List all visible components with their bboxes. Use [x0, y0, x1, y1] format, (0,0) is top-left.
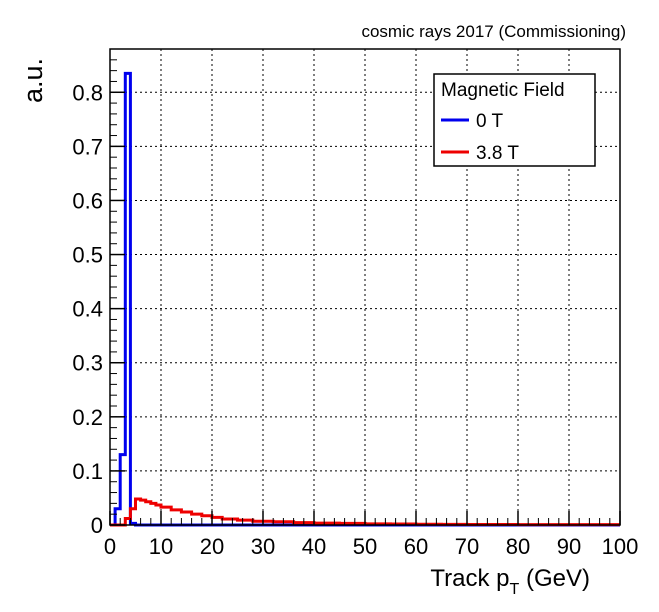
y-tick-label: 0.3 [72, 351, 103, 376]
x-tick-label: 70 [455, 534, 479, 559]
x-axis-title-unit: (GeV) [526, 565, 590, 592]
y-axis-title: a.u. [18, 58, 48, 103]
y-tick-label: 0.2 [72, 405, 103, 430]
y-tick-label: 0.6 [72, 188, 103, 213]
x-tick-label: 30 [251, 534, 275, 559]
chart-subtitle: cosmic rays 2017 (Commissioning) [361, 22, 626, 41]
y-tick-label: 0.8 [72, 80, 103, 105]
series-0t-histogram [110, 71, 620, 527]
x-tick-label: 20 [200, 534, 224, 559]
x-tick-label: 80 [506, 534, 530, 559]
x-axis-title-unit-space [519, 565, 526, 592]
x-tick-label: 10 [149, 534, 173, 559]
x-tick-label: 40 [302, 534, 326, 559]
legend-label-0t: 0 T [476, 111, 504, 132]
x-axis-title-subscript: T [510, 581, 520, 598]
y-tick-label: 0.4 [72, 297, 103, 322]
x-tick-label: 0 [104, 534, 116, 559]
x-tick-label: 90 [557, 534, 581, 559]
x-tick-label: 100 [602, 534, 639, 559]
x-tick-label: 60 [404, 534, 428, 559]
x-axis: 0 10 20 30 40 50 60 70 80 90 100 [104, 511, 638, 559]
y-tick-label: 0 [91, 513, 103, 538]
legend: Magnetic Field 0 T 3.8 T [433, 73, 596, 167]
legend-title: Magnetic Field [441, 80, 565, 101]
y-tick-label: 0.5 [72, 243, 103, 268]
y-axis: 0 0.1 0.2 0.3 0.4 0.5 0.6 0.7 0.8 [72, 59, 125, 538]
x-tick-label: 50 [353, 534, 377, 559]
y-tick-label: 0.7 [72, 134, 103, 159]
y-tick-label: 0.1 [72, 459, 103, 484]
legend-label-38t: 3.8 T [476, 143, 519, 164]
x-axis-title: Track pT (GeV) [430, 565, 590, 598]
x-axis-title-main: Track p [430, 565, 509, 592]
